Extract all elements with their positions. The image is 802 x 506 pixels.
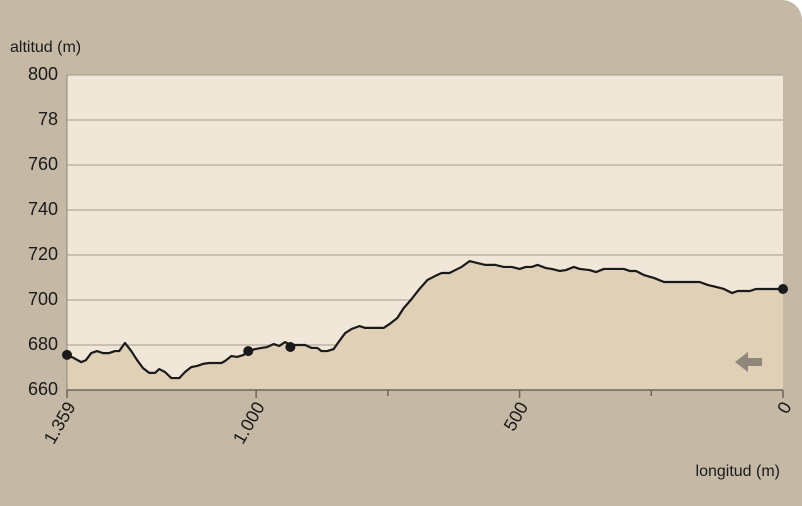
elevation-line [66, 259, 783, 380]
y-tick-label: 78 [38, 109, 58, 129]
y-tick-label: 700 [28, 289, 58, 309]
waypoint-marker [62, 349, 72, 360]
y-tick-label: 660 [28, 379, 58, 399]
x-tick-label: 1.000 [229, 398, 269, 447]
x-axis-label: longitud (m) [696, 463, 780, 480]
x-tick-label: 1.359 [40, 398, 80, 447]
y-tick-label: 720 [28, 244, 58, 264]
waypoint-marker [243, 346, 254, 357]
x-tick-label: 0 [773, 398, 795, 417]
waypoint-marker [778, 283, 788, 294]
y-tick-label: 760 [28, 154, 58, 174]
y-axis-label: altitud (m) [10, 39, 81, 56]
x-tick-label: 500 [500, 398, 532, 434]
y-tick-label: 680 [28, 334, 58, 354]
waypoint-marker [285, 342, 296, 353]
direction-arrow [735, 352, 762, 372]
arrow-icon [735, 352, 762, 372]
elevation-area [67, 261, 783, 390]
y-tick-label: 800 [28, 64, 58, 84]
y-tick-label: 740 [28, 199, 58, 219]
